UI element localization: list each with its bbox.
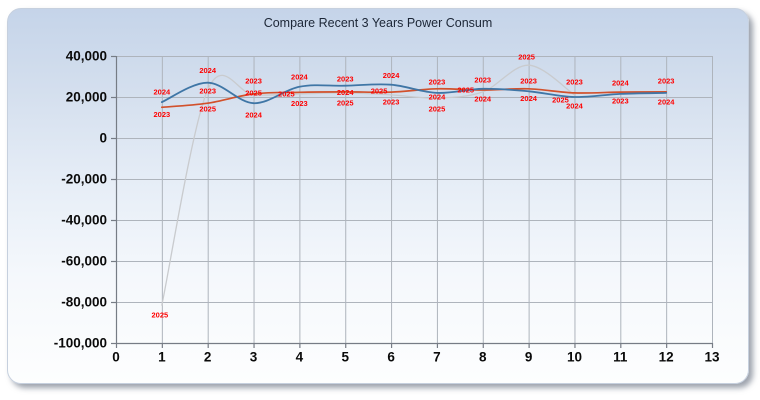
point-label: 2023: [337, 74, 354, 83]
chart-title: Compare Recent 3 Years Power Consum: [264, 16, 493, 30]
point-label: 2025: [457, 85, 474, 94]
y-tick-label: -40,000: [61, 213, 107, 228]
x-tick-label: 2: [204, 350, 212, 365]
x-tick-label: 8: [479, 350, 487, 365]
chart-window: [7, 8, 749, 384]
series-2023-line: [160, 87, 668, 109]
y-tick-label: 0: [99, 131, 107, 146]
point-label: 2025: [371, 86, 388, 95]
x-tick-label: 1: [158, 350, 166, 365]
point-label: 2023: [199, 87, 216, 96]
x-tick-label: 11: [613, 350, 628, 365]
point-label: 2023: [520, 76, 537, 85]
point-label: 2023: [612, 97, 629, 106]
y-tick-label: 40,000: [66, 49, 107, 64]
y-tick-label: 20,000: [66, 90, 107, 105]
x-tick-label: 10: [567, 350, 582, 365]
point-label: 2023: [429, 77, 446, 86]
point-label: 2025: [518, 53, 535, 62]
point-label: 2024: [199, 66, 217, 75]
x-tick-label: 4: [296, 350, 304, 365]
point-label: 2025: [429, 105, 446, 114]
point-label: 2024: [612, 78, 630, 87]
point-labels: 2024202320252024202320252023202520242024…: [152, 53, 676, 320]
x-tick-label: 3: [250, 350, 258, 365]
y-tick-label: -80,000: [61, 295, 107, 310]
point-label: 2024: [429, 92, 447, 101]
series-2024-line: [160, 81, 668, 105]
y-tick-label: -100,000: [54, 336, 107, 351]
point-label: 2023: [154, 110, 171, 119]
point-label: 2023: [245, 76, 262, 85]
point-label: 2024: [154, 88, 172, 97]
series-lines: [160, 64, 668, 306]
x-tick-label: 0: [112, 350, 120, 365]
y-tick-label: -60,000: [61, 254, 107, 269]
point-label: 2024: [291, 72, 309, 81]
point-label: 2024: [520, 94, 538, 103]
point-label: 2023: [291, 99, 308, 108]
point-label: 2025: [245, 88, 262, 97]
point-label: 2023: [474, 76, 491, 85]
x-tick-label: 12: [659, 350, 674, 365]
axes: [111, 55, 714, 348]
x-tick-label: 5: [341, 350, 349, 365]
point-label: 2023: [566, 77, 583, 86]
x-tick-label: 7: [433, 350, 441, 365]
point-label: 2023: [383, 98, 400, 107]
series-2025-line: [161, 64, 576, 306]
point-label: 2024: [658, 97, 676, 106]
x-tick-label: 13: [704, 350, 720, 365]
point-label: 2025: [552, 95, 569, 104]
point-label: 2025: [199, 104, 216, 113]
y-tick-label: -20,000: [61, 172, 107, 187]
point-label: 2024: [245, 111, 263, 120]
point-label: 2024: [383, 71, 401, 80]
tick-labels: 40,000 20,000 0 -20,000 -40,000 -60,000 -80,00…: [54, 49, 720, 365]
point-label: 2025: [152, 311, 169, 320]
x-tick-label: 6: [387, 350, 395, 365]
point-label: 2024: [474, 94, 492, 103]
point-label: 2025: [278, 89, 295, 98]
point-label: 2025: [337, 98, 354, 107]
x-tick-label: 9: [525, 350, 533, 365]
point-label: 2024: [337, 88, 355, 97]
point-label: 2024: [566, 102, 584, 111]
point-label: 2023: [658, 76, 675, 85]
